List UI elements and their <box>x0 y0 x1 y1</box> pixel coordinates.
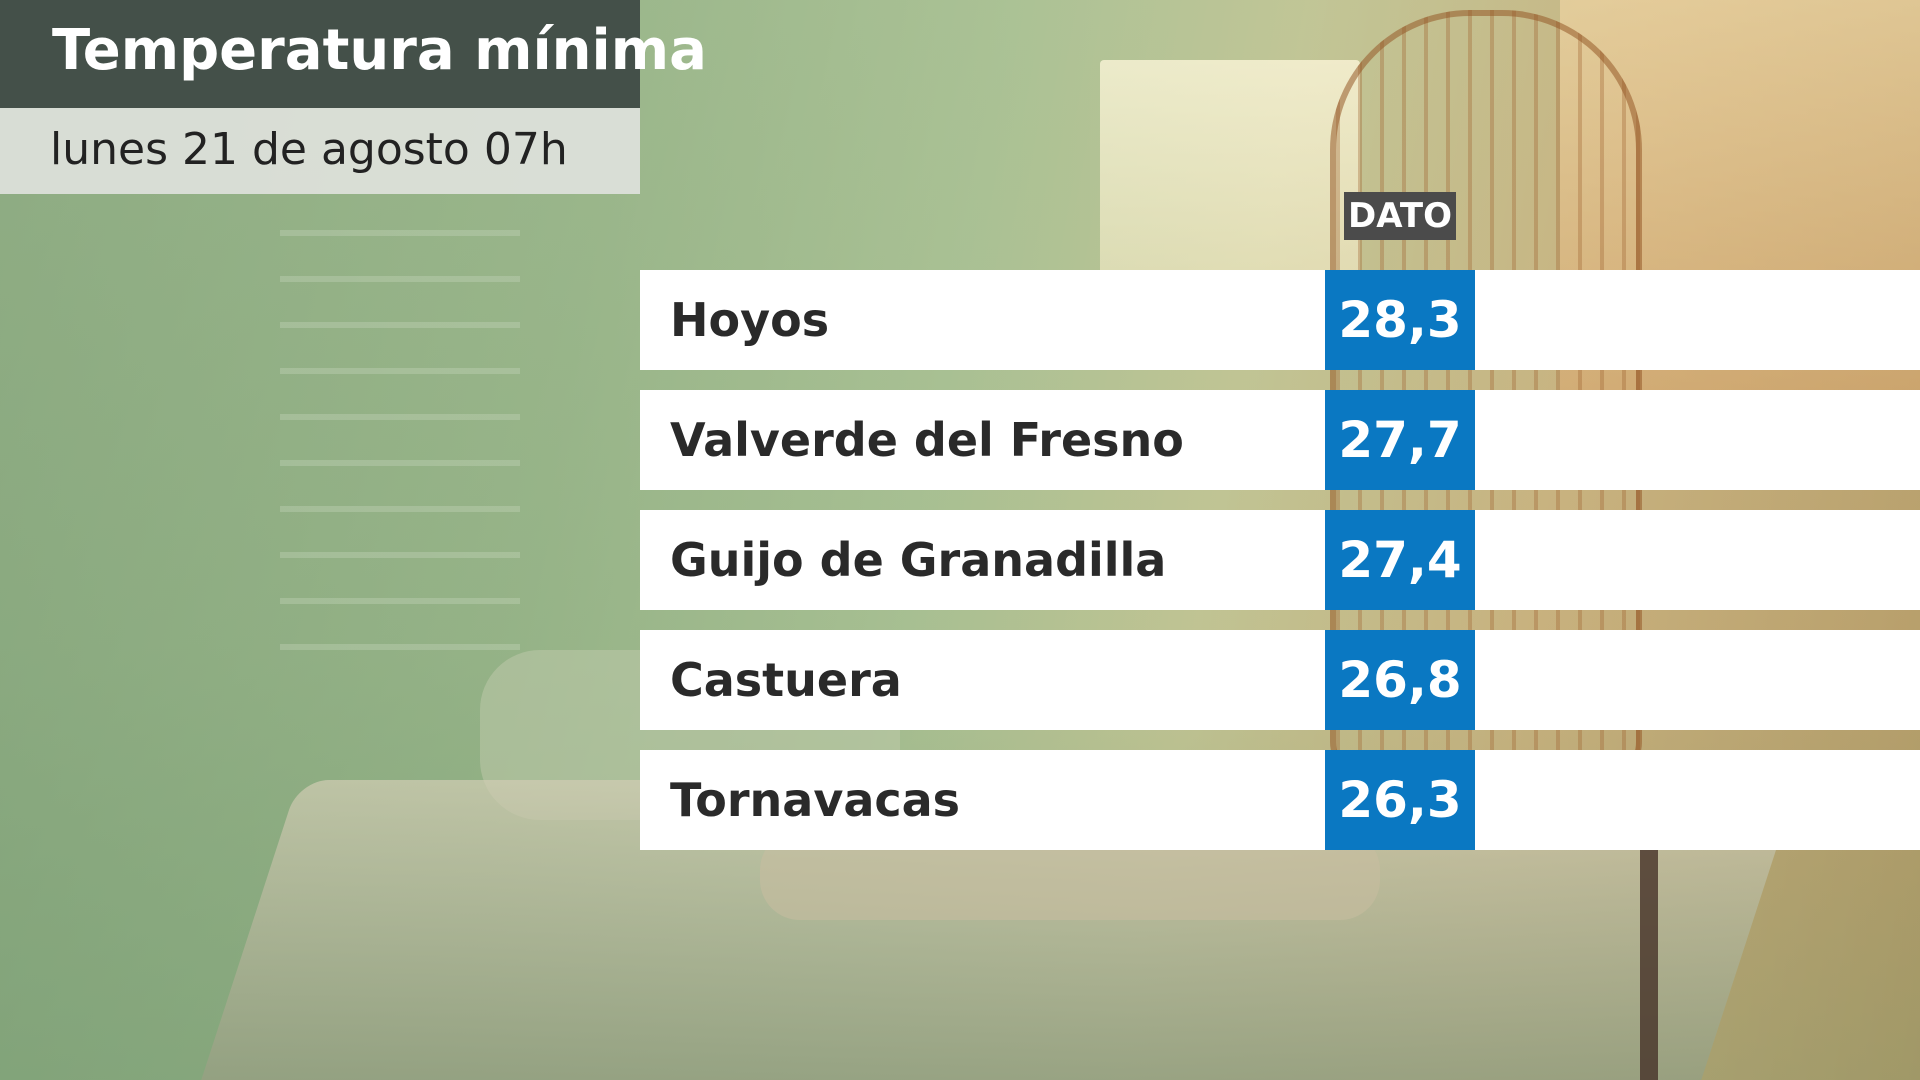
column-header-dato: DATO <box>1344 192 1456 240</box>
location-name: Hoyos <box>670 293 830 347</box>
temperature-value: 27,4 <box>1325 510 1475 610</box>
temperature-value: 26,8 <box>1325 630 1475 730</box>
title-banner: Temperatura mínima <box>0 0 707 108</box>
table-row: Valverde del Fresno 27,7 <box>640 390 1920 490</box>
ranking-table: Hoyos 28,3 Valverde del Fresno 27,7 Guij… <box>640 270 1920 870</box>
location-name: Castuera <box>670 653 902 707</box>
location-name: Valverde del Fresno <box>670 413 1184 467</box>
table-row: Tornavacas 26,3 <box>640 750 1920 850</box>
location-name: Guijo de Granadilla <box>670 533 1167 587</box>
page-title: Temperatura mínima <box>52 18 707 83</box>
background-headboard <box>280 230 520 670</box>
location-name: Tornavacas <box>670 773 961 827</box>
temperature-value: 26,3 <box>1325 750 1475 850</box>
background-fan-stand <box>1640 850 1658 1080</box>
temperature-value: 28,3 <box>1325 270 1475 370</box>
table-row: Hoyos 28,3 <box>640 270 1920 370</box>
subtitle-banner: lunes 21 de agosto 07h <box>0 108 640 194</box>
temperature-value: 27,7 <box>1325 390 1475 490</box>
table-row: Guijo de Granadilla 27,4 <box>640 510 1920 610</box>
page-subtitle: lunes 21 de agosto 07h <box>50 124 568 175</box>
table-row: Castuera 26,8 <box>640 630 1920 730</box>
